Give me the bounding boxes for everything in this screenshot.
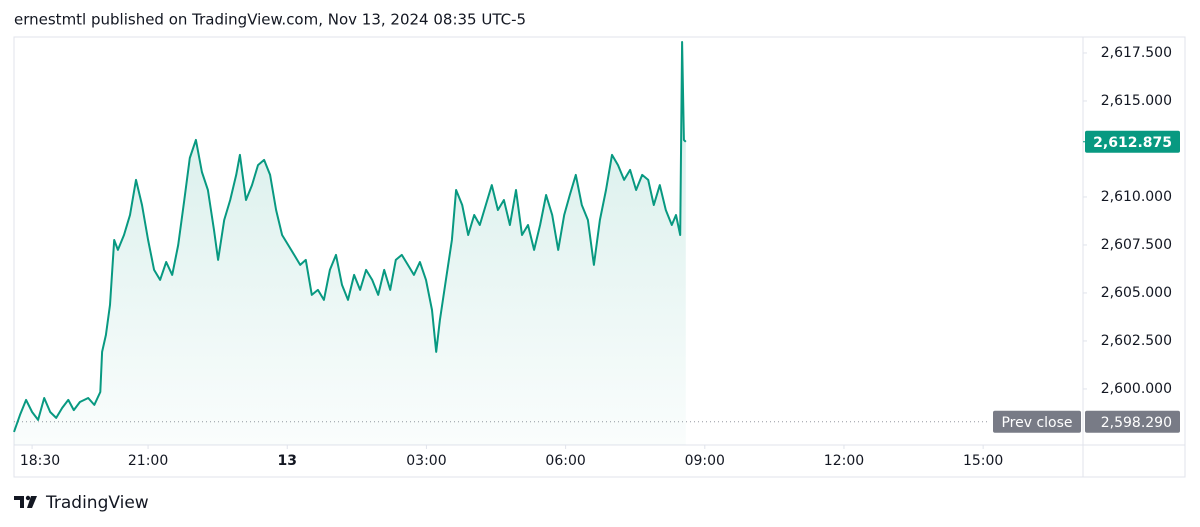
area-fill xyxy=(14,42,686,445)
y-tick-label: 2,605.000 xyxy=(1101,285,1172,301)
prev-close-value: 2,598.290 xyxy=(1101,415,1172,431)
y-tick-label: 2,615.000 xyxy=(1101,93,1172,109)
prev-close-name-box xyxy=(993,410,1081,433)
footer-brand: TradingView xyxy=(45,493,149,513)
x-tick-label: 18:30 xyxy=(20,453,60,469)
x-tick-label: 12:00 xyxy=(824,453,864,469)
price-line xyxy=(13,41,687,433)
prev-close-name: Prev close xyxy=(1001,415,1072,431)
x-tick-label: 06:00 xyxy=(545,453,585,469)
frame xyxy=(13,36,1186,478)
last-price-label: 2,612.875 xyxy=(1093,135,1172,151)
prev-close-value-box xyxy=(1085,410,1180,433)
header: ernestmtl published on TradingView.com, … xyxy=(14,11,526,29)
x-tick-label: 21:00 xyxy=(128,453,168,469)
y-tick-label: 2,617.500 xyxy=(1101,45,1172,61)
y-tick-label: 2,602.500 xyxy=(1101,333,1172,349)
x-tick-label: 15:00 xyxy=(963,453,1003,469)
x-tick-label: 03:00 xyxy=(406,453,446,469)
y-tick-label: 2,600.000 xyxy=(1101,381,1172,397)
x-tick-label: 13 xyxy=(278,453,297,469)
x-tick-label: 09:00 xyxy=(685,453,725,469)
logo xyxy=(14,495,37,508)
y-tick-label: 2,607.500 xyxy=(1101,237,1172,253)
last-price-box xyxy=(1085,130,1180,153)
y-tick-label: 2,610.000 xyxy=(1101,189,1172,205)
